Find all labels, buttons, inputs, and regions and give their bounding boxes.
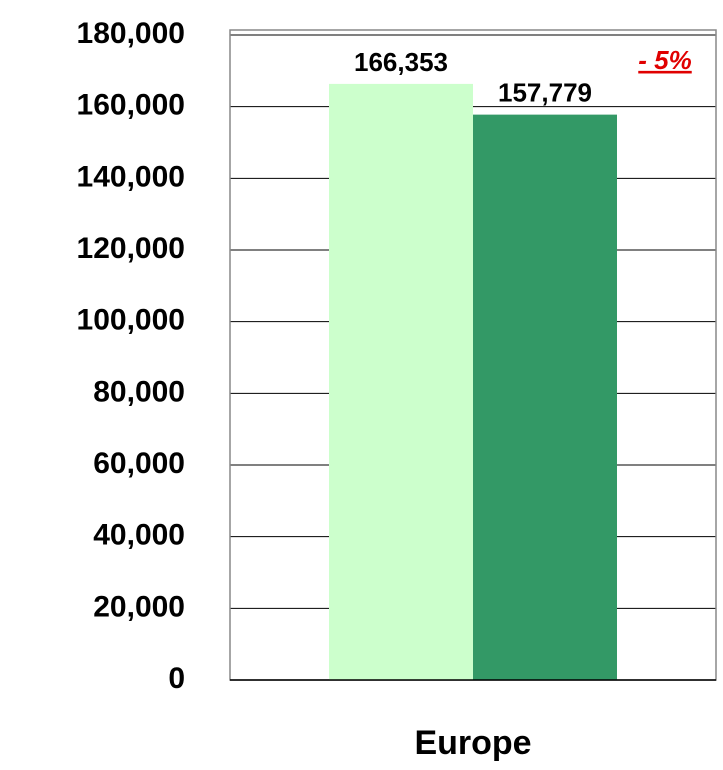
y-tick-label: 80,000 xyxy=(93,375,185,408)
y-tick-label: 20,000 xyxy=(93,590,185,623)
y-tick-label: 120,000 xyxy=(77,232,185,265)
y-tick-label: 160,000 xyxy=(77,89,185,122)
y-tick-label: 180,000 xyxy=(77,17,185,50)
y-tick-label: 60,000 xyxy=(93,447,185,480)
x-tick-label: Europe xyxy=(414,724,531,762)
bar xyxy=(473,114,617,681)
value-label: 166,353 xyxy=(354,47,448,77)
bar xyxy=(329,83,473,681)
y-tick-label: 40,000 xyxy=(93,519,185,552)
value-label: 157,779 xyxy=(498,78,592,108)
y-tick-label: 140,000 xyxy=(77,160,185,193)
y-tick-label: 0 xyxy=(168,662,185,695)
y-tick-label: 100,000 xyxy=(77,304,185,337)
annotation: - 5% xyxy=(638,45,691,75)
